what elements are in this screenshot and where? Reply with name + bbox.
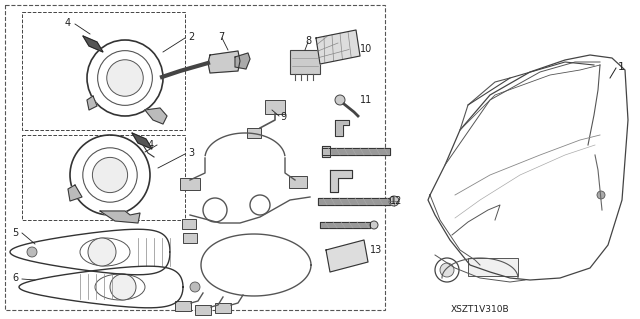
Polygon shape bbox=[326, 240, 368, 272]
Polygon shape bbox=[68, 185, 82, 201]
Text: 4: 4 bbox=[65, 18, 71, 28]
Polygon shape bbox=[87, 96, 97, 110]
Circle shape bbox=[335, 95, 345, 105]
Polygon shape bbox=[132, 133, 152, 149]
Polygon shape bbox=[145, 108, 167, 124]
Polygon shape bbox=[208, 51, 240, 73]
Text: 6: 6 bbox=[12, 273, 18, 283]
Polygon shape bbox=[322, 146, 330, 157]
Text: 7: 7 bbox=[218, 32, 224, 42]
Circle shape bbox=[110, 274, 136, 300]
Polygon shape bbox=[330, 170, 352, 192]
Text: 9: 9 bbox=[280, 112, 286, 122]
Text: 8: 8 bbox=[305, 36, 311, 46]
Text: 3: 3 bbox=[188, 148, 194, 158]
Bar bbox=[468, 258, 518, 276]
Polygon shape bbox=[335, 120, 349, 136]
Text: 11: 11 bbox=[360, 95, 372, 105]
Polygon shape bbox=[100, 211, 140, 223]
Circle shape bbox=[597, 191, 605, 199]
Text: 10: 10 bbox=[360, 44, 372, 54]
Polygon shape bbox=[318, 198, 390, 205]
Bar bbox=[289, 176, 307, 188]
Bar bbox=[247, 128, 261, 138]
Polygon shape bbox=[322, 148, 390, 155]
Circle shape bbox=[92, 157, 127, 193]
Circle shape bbox=[107, 60, 143, 96]
Bar bbox=[215, 303, 231, 313]
Circle shape bbox=[190, 282, 200, 292]
Text: XSZT1V310B: XSZT1V310B bbox=[451, 305, 509, 314]
Bar bbox=[175, 301, 191, 311]
Polygon shape bbox=[83, 36, 103, 52]
Bar bbox=[290, 50, 320, 74]
Bar bbox=[195, 305, 211, 315]
Bar bbox=[265, 100, 285, 114]
Text: 2: 2 bbox=[188, 32, 195, 42]
Text: 5: 5 bbox=[12, 228, 19, 238]
Circle shape bbox=[440, 263, 454, 277]
Polygon shape bbox=[320, 222, 370, 228]
Text: 13: 13 bbox=[370, 245, 382, 255]
Circle shape bbox=[88, 238, 116, 266]
Text: 12: 12 bbox=[390, 196, 403, 206]
Bar bbox=[180, 178, 200, 190]
Circle shape bbox=[370, 221, 378, 229]
Circle shape bbox=[389, 196, 399, 206]
Bar bbox=[183, 233, 197, 243]
Text: 4: 4 bbox=[148, 140, 154, 150]
Polygon shape bbox=[235, 53, 250, 69]
Circle shape bbox=[27, 247, 37, 257]
Bar bbox=[182, 219, 196, 229]
Polygon shape bbox=[316, 30, 360, 64]
Text: 1: 1 bbox=[618, 62, 625, 72]
